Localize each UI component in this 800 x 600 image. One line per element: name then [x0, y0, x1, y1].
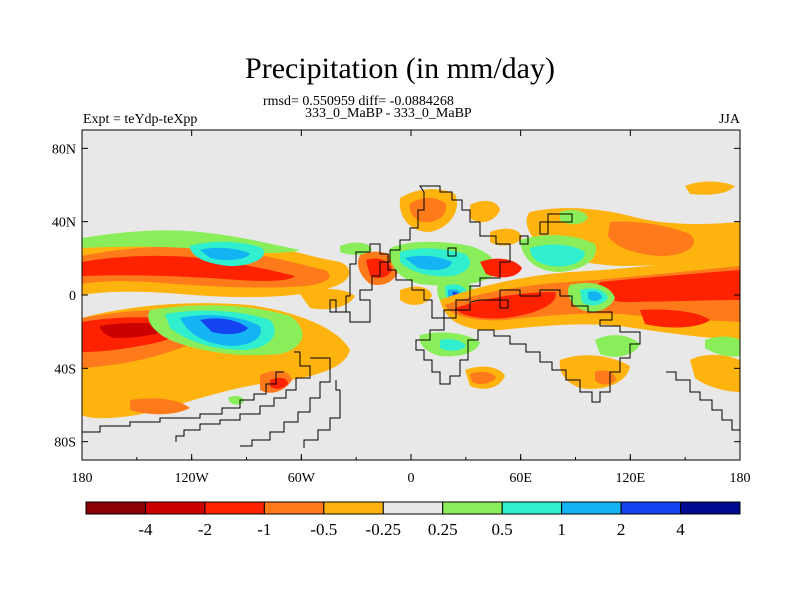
colorbar-swatch	[263, 501, 325, 515]
coastline	[666, 371, 740, 431]
colorbar-label: 4	[676, 520, 685, 539]
colorbar-label: 0.25	[428, 520, 458, 539]
y-tick-label: 40S	[54, 362, 76, 377]
colorbar-label: -0.25	[366, 520, 401, 539]
anomaly-patch	[200, 247, 250, 261]
experiment-label: Expt = teYdp-teXpp	[83, 112, 198, 127]
colorbar-swatch	[382, 501, 444, 515]
anomaly-patch	[470, 371, 496, 385]
colorbar-label: 2	[617, 520, 626, 539]
x-tick-label: 120E	[616, 471, 646, 486]
x-tick-label: 0	[408, 471, 415, 486]
anomaly-patch	[366, 258, 392, 278]
coastline	[519, 235, 529, 245]
colorbar-swatch	[680, 501, 741, 515]
coastline	[547, 213, 573, 223]
anomaly-patch	[595, 370, 616, 385]
y-tick-label: 40N	[52, 216, 76, 231]
colorbar-swatch	[620, 501, 682, 515]
anomaly-patch	[608, 221, 694, 256]
x-tick-label: 60E	[509, 471, 532, 486]
colorbar-swatch	[323, 501, 384, 515]
x-tick-label: 180	[730, 471, 751, 486]
x-tick-label: 180	[72, 471, 93, 486]
colorbar-swatch	[144, 501, 206, 515]
anomaly-patch	[690, 354, 740, 392]
colorbar-label: -1	[257, 520, 271, 539]
colorbar-label: 0.5	[492, 520, 513, 539]
colorbar-label: -4	[138, 520, 153, 539]
coastline	[499, 299, 509, 309]
anomaly-patch	[595, 335, 640, 357]
anomaly-patch	[200, 318, 248, 335]
colorbar-swatch	[85, 501, 146, 515]
y-tick-label: 80S	[54, 436, 76, 451]
anomaly-patch	[530, 244, 585, 267]
y-axis: 80N 40N 0 40S 80S	[52, 142, 740, 451]
colorbar-swatch	[442, 501, 503, 515]
anomaly-patch	[705, 336, 740, 357]
coastline	[447, 247, 457, 257]
anomaly-patch	[480, 258, 522, 278]
anomaly-patch	[470, 200, 500, 223]
colorbar-swatch	[501, 501, 563, 515]
anomaly-patch	[409, 198, 447, 223]
anomaly-patch	[440, 339, 466, 351]
anomaly-patch	[405, 255, 452, 270]
coastline	[329, 185, 511, 323]
colorbar-label: -2	[198, 520, 212, 539]
chart-title: Precipitation (in mm/day)	[245, 52, 555, 85]
y-tick-label: 0	[69, 289, 76, 304]
coastline	[240, 357, 331, 447]
coastlines	[82, 185, 740, 448]
anomaly-patch	[130, 398, 190, 415]
chart-subtitle: 333_0_MaBP - 333_0_MaBP	[305, 106, 472, 121]
chart-stats: rmsd= 0.550959 diff= -0.0884268	[263, 94, 454, 109]
y-tick-label: 80N	[52, 142, 76, 157]
colorbar-label: -0.5	[310, 520, 337, 539]
colorbar-swatch	[561, 501, 622, 515]
coastline	[415, 289, 641, 403]
x-tick-label: 60W	[288, 471, 316, 486]
anomaly-patch	[455, 292, 556, 319]
coastline	[303, 380, 341, 448]
anomaly-patch	[588, 291, 602, 301]
anomaly-patch	[270, 377, 288, 389]
coastline	[82, 371, 284, 433]
precip-field	[82, 181, 740, 419]
x-tick-label: 120W	[175, 471, 210, 486]
anomaly-patch	[490, 228, 522, 246]
anomaly-patch	[82, 255, 295, 281]
anomaly-patch	[640, 309, 710, 328]
colorbar-label: 1	[557, 520, 566, 539]
season-label: JJA	[718, 112, 740, 127]
x-axis: 180 120W 60W 0 60E 120E 180	[72, 130, 751, 486]
anomaly-patch	[685, 181, 735, 195]
colorbar: -4 -2 -1 -0.5 -0.25 0.25 0.5 1 2 4	[85, 501, 741, 539]
anomaly-patch	[300, 288, 355, 310]
colorbar-swatch	[204, 501, 265, 515]
coastline	[175, 351, 311, 442]
anomaly-patch	[596, 270, 740, 302]
coastline	[539, 221, 549, 235]
